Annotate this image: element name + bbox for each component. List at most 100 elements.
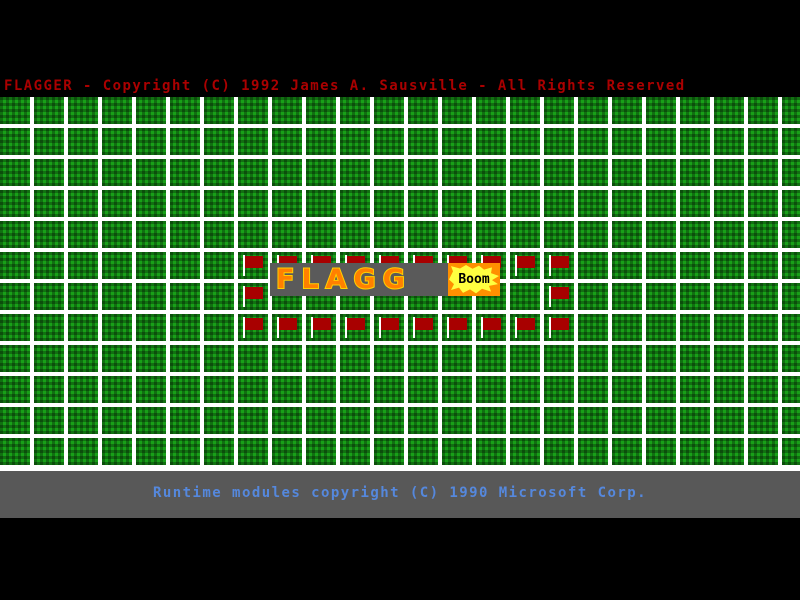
covered-tile[interactable] <box>102 159 132 186</box>
flagged-tile[interactable] <box>544 252 574 279</box>
covered-tile[interactable] <box>170 376 200 403</box>
covered-tile[interactable] <box>782 376 800 403</box>
covered-tile[interactable] <box>476 190 506 217</box>
covered-tile[interactable] <box>204 345 234 372</box>
covered-tile[interactable] <box>136 376 166 403</box>
covered-tile[interactable] <box>238 128 268 155</box>
covered-tile[interactable] <box>748 190 778 217</box>
covered-tile[interactable] <box>272 376 302 403</box>
covered-tile[interactable] <box>238 438 268 465</box>
covered-tile[interactable] <box>442 128 472 155</box>
flagged-tile[interactable] <box>476 314 506 341</box>
covered-tile[interactable] <box>544 376 574 403</box>
covered-tile[interactable] <box>136 345 166 372</box>
covered-tile[interactable] <box>340 221 370 248</box>
covered-tile[interactable] <box>68 252 98 279</box>
covered-tile[interactable] <box>374 221 404 248</box>
covered-tile[interactable] <box>646 190 676 217</box>
covered-tile[interactable] <box>340 376 370 403</box>
covered-tile[interactable] <box>578 376 608 403</box>
covered-tile[interactable] <box>204 407 234 434</box>
covered-tile[interactable] <box>204 252 234 279</box>
covered-tile[interactable] <box>136 314 166 341</box>
minefield-grid[interactable] <box>0 97 800 471</box>
covered-tile[interactable] <box>170 345 200 372</box>
covered-tile[interactable] <box>510 376 540 403</box>
covered-tile[interactable] <box>714 314 744 341</box>
covered-tile[interactable] <box>646 221 676 248</box>
covered-tile[interactable] <box>374 128 404 155</box>
covered-tile[interactable] <box>612 159 642 186</box>
covered-tile[interactable] <box>204 314 234 341</box>
covered-tile[interactable] <box>646 252 676 279</box>
covered-tile[interactable] <box>204 190 234 217</box>
covered-tile[interactable] <box>68 314 98 341</box>
covered-tile[interactable] <box>476 97 506 124</box>
covered-tile[interactable] <box>408 407 438 434</box>
covered-tile[interactable] <box>544 438 574 465</box>
covered-tile[interactable] <box>204 97 234 124</box>
covered-tile[interactable] <box>238 159 268 186</box>
covered-tile[interactable] <box>102 345 132 372</box>
covered-tile[interactable] <box>136 438 166 465</box>
covered-tile[interactable] <box>612 407 642 434</box>
covered-tile[interactable] <box>748 345 778 372</box>
covered-tile[interactable] <box>34 159 64 186</box>
covered-tile[interactable] <box>544 345 574 372</box>
flagged-tile[interactable] <box>238 252 268 279</box>
covered-tile[interactable] <box>306 97 336 124</box>
covered-tile[interactable] <box>680 159 710 186</box>
covered-tile[interactable] <box>340 159 370 186</box>
flagged-tile[interactable] <box>238 283 268 310</box>
covered-tile[interactable] <box>476 438 506 465</box>
covered-tile[interactable] <box>408 190 438 217</box>
covered-tile[interactable] <box>578 159 608 186</box>
covered-tile[interactable] <box>374 407 404 434</box>
flagged-tile[interactable] <box>272 314 302 341</box>
covered-tile[interactable] <box>782 407 800 434</box>
covered-tile[interactable] <box>68 128 98 155</box>
covered-tile[interactable] <box>476 376 506 403</box>
flagged-tile[interactable] <box>442 314 472 341</box>
covered-tile[interactable] <box>272 159 302 186</box>
covered-tile[interactable] <box>680 283 710 310</box>
covered-tile[interactable] <box>102 407 132 434</box>
covered-tile[interactable] <box>374 438 404 465</box>
covered-tile[interactable] <box>714 283 744 310</box>
covered-tile[interactable] <box>272 221 302 248</box>
covered-tile[interactable] <box>136 252 166 279</box>
covered-tile[interactable] <box>238 376 268 403</box>
covered-tile[interactable] <box>170 97 200 124</box>
covered-tile[interactable] <box>782 314 800 341</box>
covered-tile[interactable] <box>510 283 540 310</box>
covered-tile[interactable] <box>170 438 200 465</box>
covered-tile[interactable] <box>612 345 642 372</box>
covered-tile[interactable] <box>748 252 778 279</box>
covered-tile[interactable] <box>136 190 166 217</box>
covered-tile[interactable] <box>714 221 744 248</box>
covered-tile[interactable] <box>238 190 268 217</box>
covered-tile[interactable] <box>0 283 30 310</box>
covered-tile[interactable] <box>782 159 800 186</box>
covered-tile[interactable] <box>714 345 744 372</box>
covered-tile[interactable] <box>204 438 234 465</box>
covered-tile[interactable] <box>170 314 200 341</box>
covered-tile[interactable] <box>510 190 540 217</box>
covered-tile[interactable] <box>544 97 574 124</box>
covered-tile[interactable] <box>102 283 132 310</box>
covered-tile[interactable] <box>136 159 166 186</box>
covered-tile[interactable] <box>714 190 744 217</box>
covered-tile[interactable] <box>782 345 800 372</box>
covered-tile[interactable] <box>510 345 540 372</box>
covered-tile[interactable] <box>170 252 200 279</box>
covered-tile[interactable] <box>0 128 30 155</box>
covered-tile[interactable] <box>578 190 608 217</box>
covered-tile[interactable] <box>442 376 472 403</box>
covered-tile[interactable] <box>714 407 744 434</box>
flagged-tile[interactable] <box>510 252 540 279</box>
covered-tile[interactable] <box>544 190 574 217</box>
covered-tile[interactable] <box>306 345 336 372</box>
covered-tile[interactable] <box>510 97 540 124</box>
covered-tile[interactable] <box>748 159 778 186</box>
covered-tile[interactable] <box>680 190 710 217</box>
